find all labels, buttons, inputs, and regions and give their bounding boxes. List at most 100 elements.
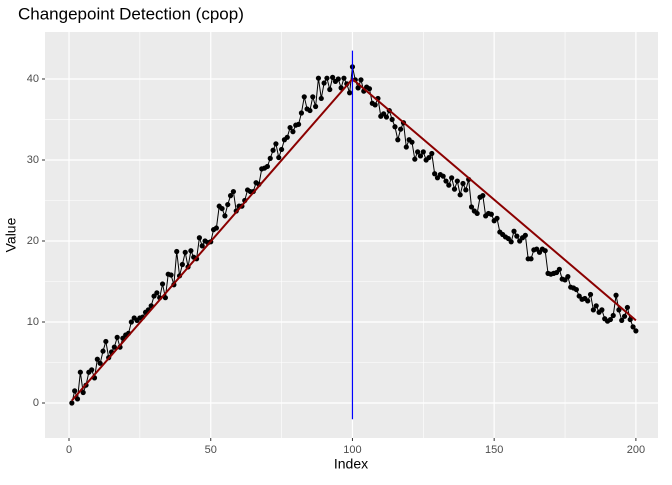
data-point — [276, 154, 282, 161]
data-point — [162, 295, 168, 301]
data-point — [460, 180, 466, 187]
data-point — [114, 334, 120, 340]
data-point — [89, 367, 95, 373]
data-point — [573, 286, 579, 293]
data-point — [616, 307, 622, 313]
data-point — [154, 290, 160, 296]
data-point — [80, 389, 86, 396]
data-point — [295, 121, 302, 127]
data-point — [590, 307, 596, 313]
data-point — [432, 171, 438, 177]
data-point — [324, 75, 330, 81]
data-point — [619, 317, 625, 323]
data-point — [222, 213, 228, 219]
data-point — [287, 124, 293, 131]
y-tick-label: 10 — [27, 316, 39, 328]
data-point — [213, 225, 219, 231]
data-point — [318, 95, 324, 102]
data-point — [196, 235, 202, 241]
data-point — [528, 256, 534, 262]
data-point — [103, 338, 109, 345]
y-tick-label: 20 — [27, 235, 39, 247]
data-point — [159, 281, 166, 287]
data-point — [409, 139, 415, 145]
data-point — [443, 178, 449, 184]
y-tick-label: 0 — [33, 397, 39, 409]
data-point — [284, 134, 290, 140]
data-point — [593, 303, 599, 309]
x-tick-label: 150 — [485, 444, 503, 456]
data-point — [488, 211, 494, 217]
data-point — [440, 173, 446, 179]
data-point — [100, 348, 106, 354]
data-point — [225, 201, 231, 208]
data-point — [219, 205, 225, 212]
data-point — [415, 149, 421, 155]
data-point — [310, 94, 316, 100]
data-point — [321, 80, 327, 86]
data-point — [264, 163, 271, 170]
y-tick-label: 40 — [27, 73, 39, 85]
data-point — [168, 272, 174, 278]
data-point — [420, 149, 426, 155]
data-point — [179, 261, 185, 268]
data-point — [429, 150, 435, 157]
x-tick-label: 50 — [205, 444, 217, 456]
data-point — [335, 76, 341, 82]
data-point — [227, 193, 234, 199]
data-point — [613, 292, 619, 298]
data-point — [508, 239, 514, 245]
x-axis-label: Index — [334, 456, 368, 472]
data-point — [199, 243, 205, 249]
data-point — [474, 210, 480, 217]
data-point — [514, 233, 520, 239]
data-point — [451, 186, 458, 192]
data-point — [182, 249, 188, 255]
data-point — [556, 266, 562, 272]
data-point — [366, 86, 373, 92]
data-point — [301, 94, 307, 100]
data-point — [398, 126, 404, 132]
data-point — [449, 175, 455, 181]
chart-title: Changepoint Detection (cpop) — [18, 4, 244, 23]
data-point — [621, 313, 628, 319]
data-point — [315, 75, 322, 81]
data-point — [511, 228, 517, 234]
data-point — [94, 356, 100, 362]
data-point — [630, 324, 636, 330]
data-point — [383, 114, 390, 120]
data-point — [355, 85, 361, 91]
data-point — [457, 192, 463, 198]
data-point — [267, 155, 273, 161]
data-point — [494, 215, 500, 221]
data-point — [330, 74, 336, 80]
data-point — [468, 204, 475, 210]
data-point — [372, 102, 378, 108]
x-tick-label: 200 — [627, 444, 645, 456]
data-point — [389, 116, 395, 123]
data-point — [77, 369, 83, 375]
data-point — [426, 154, 432, 161]
panel — [45, 32, 658, 438]
data-point — [341, 75, 347, 81]
y-tick-label: 30 — [27, 154, 39, 166]
data-point — [542, 248, 548, 254]
data-point — [627, 316, 633, 323]
data-point — [454, 178, 460, 184]
x-tick-label: 100 — [343, 444, 361, 456]
data-point — [111, 344, 117, 350]
data-point — [313, 103, 319, 110]
data-point — [307, 107, 313, 114]
data-point — [587, 291, 594, 298]
y-axis-label: Value — [3, 217, 19, 252]
data-point — [69, 400, 75, 406]
data-point — [327, 86, 333, 93]
data-point — [610, 312, 616, 319]
data-point — [128, 319, 134, 325]
data-point — [417, 153, 424, 159]
data-point — [290, 129, 296, 135]
data-point — [174, 248, 180, 255]
data-point — [188, 248, 194, 254]
data-point — [633, 328, 639, 334]
